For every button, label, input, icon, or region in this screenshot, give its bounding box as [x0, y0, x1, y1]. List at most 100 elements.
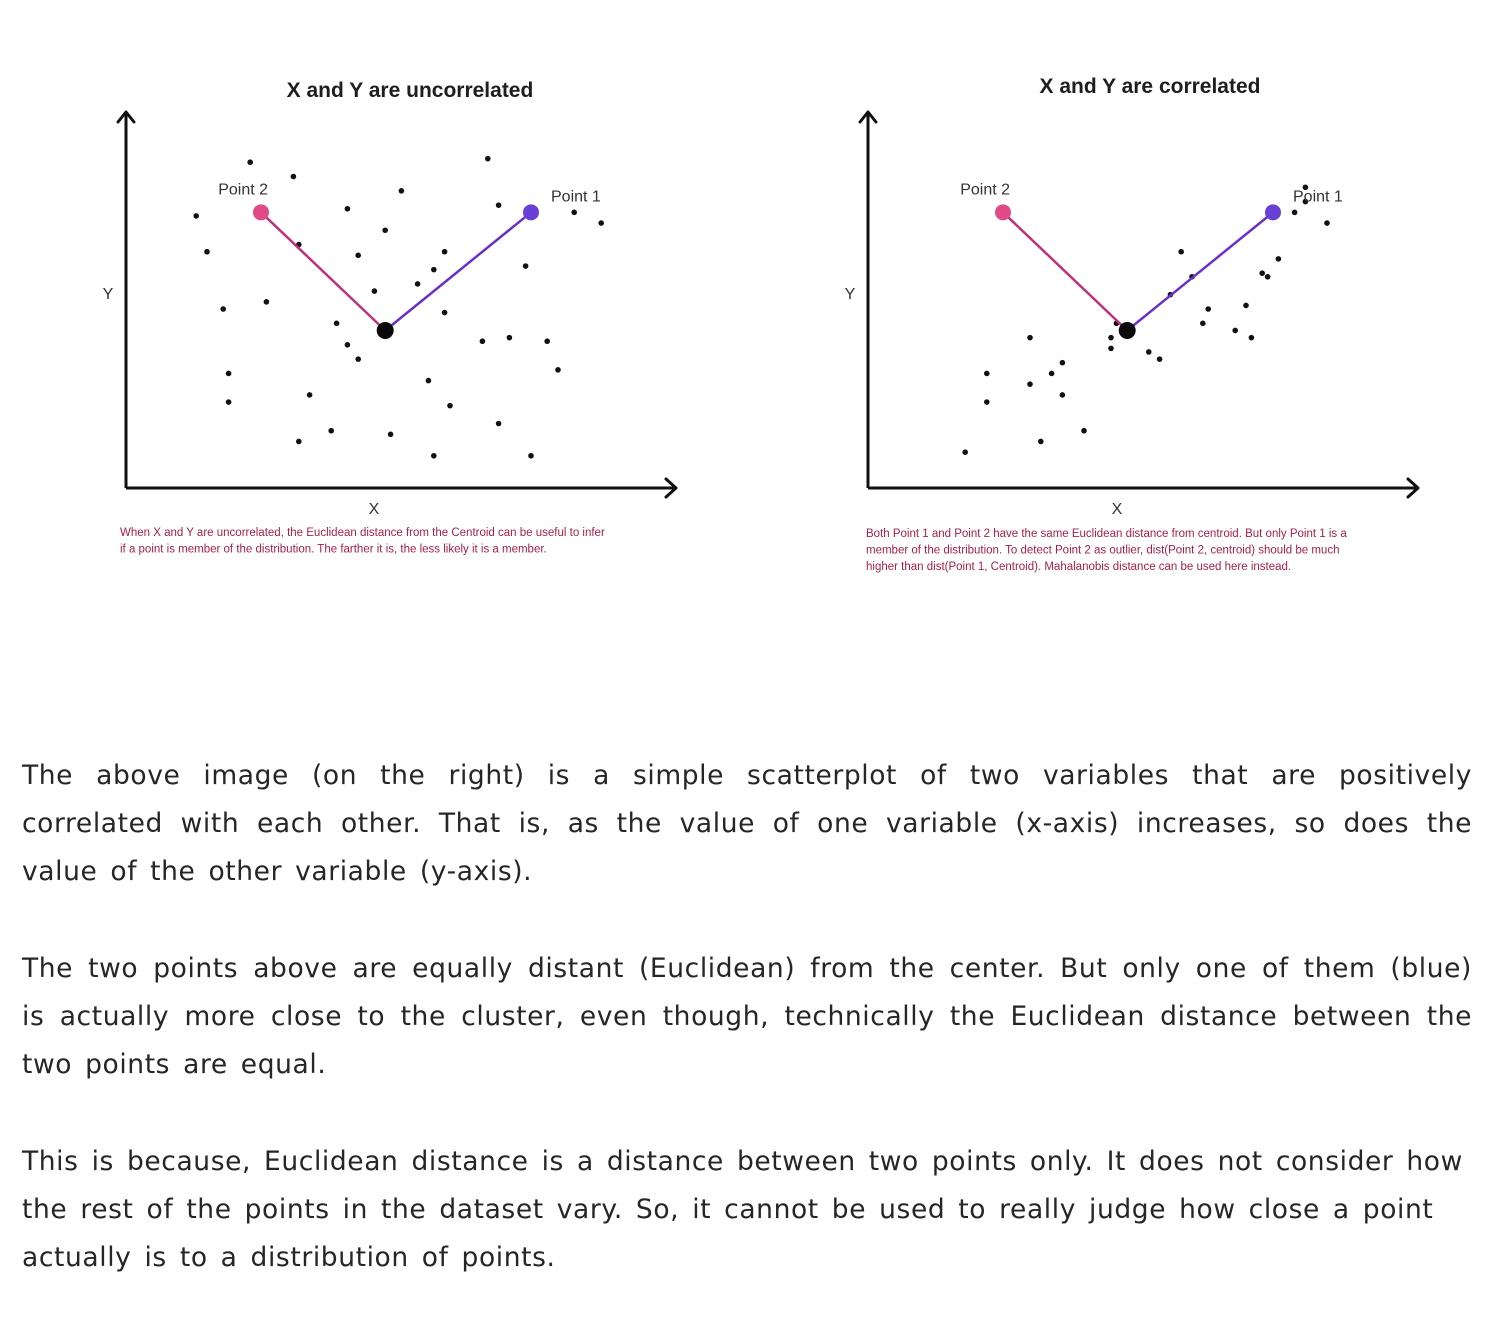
scatter-point [495, 420, 502, 427]
scatter-point [344, 342, 351, 348]
scatter-point [598, 220, 604, 226]
scatter-point [225, 399, 232, 405]
scatter-point [382, 227, 389, 234]
scatter-point [1027, 334, 1033, 341]
chart-caption-line: if a point is member of the distribution… [120, 544, 547, 556]
scatter-point [328, 427, 335, 434]
paragraph-equal-distance: The two points above are equally distant… [22, 953, 1472, 1080]
scatterplots-svg: X and Y are uncorrelated X Y Point 2 Point 1… [103, 75, 1420, 573]
scatter-point [398, 188, 405, 194]
scatter-point [1048, 370, 1055, 377]
chart-caption-line: When X and Y are uncorrelated, the Eucli… [120, 527, 605, 539]
scatter-point [414, 281, 421, 287]
scatter-point [1232, 327, 1238, 334]
chart-title: X and Y are uncorrelated [287, 79, 534, 102]
scatter-point [522, 263, 529, 269]
centroid-marker [1118, 321, 1136, 339]
figure-scatterplots: X and Y are uncorrelated X Y Point 2 Point 1… [0, 0, 1490, 640]
scatter-point [1275, 256, 1282, 262]
scatter-point [962, 449, 968, 456]
scatter-point [225, 370, 232, 377]
scatter-point [355, 356, 362, 362]
scatter-point [1178, 248, 1184, 255]
scatter-point [1200, 320, 1206, 327]
chart-caption-line: higher than dist(Point 1, Centroid). Mah… [866, 561, 1291, 573]
scatter-point [1243, 302, 1249, 309]
x-axis-arrow-icon [1406, 477, 1420, 499]
scatter-point [447, 402, 453, 409]
article-body: The above image (on the right) is a simp… [22, 752, 1472, 1331]
scatter-point [204, 248, 210, 255]
point2-distance-line [260, 211, 387, 332]
scatter-point [247, 159, 253, 166]
x-axis-label: X [1112, 501, 1123, 518]
scatter-point [1264, 273, 1271, 280]
centroid-marker [376, 321, 394, 339]
y-axis-label: Y [103, 286, 114, 303]
scatter-point [263, 299, 270, 305]
scatter-point [544, 338, 550, 345]
scatter-point [485, 155, 491, 162]
scatter-point [425, 377, 432, 384]
scatter-point [355, 252, 362, 259]
scatter-point [479, 338, 486, 345]
scatter-point [1059, 359, 1066, 366]
scatter-point [1302, 184, 1309, 191]
scatter-point [528, 452, 534, 459]
point1-marker [1265, 204, 1281, 221]
scatter-point [306, 392, 313, 398]
point2-marker [253, 204, 269, 221]
scatter-point [1291, 209, 1298, 216]
chart-title: X and Y are correlated [1039, 75, 1260, 98]
scatter-point [431, 452, 437, 459]
scatter-point [984, 370, 990, 377]
scatter-point [1324, 220, 1330, 226]
y-axis-arrow-icon [858, 110, 878, 124]
chart-caption-line: Both Point 1 and Point 2 have the same E… [866, 528, 1347, 540]
y-axis-label: Y [845, 286, 856, 303]
scatter-point [1059, 392, 1066, 398]
scatter-point [1108, 345, 1114, 352]
scatter-point [1156, 356, 1163, 362]
point1-distance-line [1126, 211, 1274, 332]
scatter-point [441, 248, 448, 255]
scatter-point [296, 438, 302, 445]
chart-caption-line: member of the distribution. To detect Po… [866, 545, 1339, 557]
scatter-point [290, 173, 297, 180]
scatter-point [1081, 427, 1087, 434]
y-axis-arrow-icon [116, 110, 136, 124]
scatter-point [1038, 438, 1044, 445]
scatter-point [1108, 334, 1114, 341]
scatter-point [220, 306, 226, 312]
point1-label: Point 1 [1293, 188, 1343, 205]
point1-label: Point 1 [551, 188, 601, 205]
scatter-point [1248, 334, 1255, 341]
scatter-point [1027, 381, 1033, 387]
scatter-point [1205, 306, 1211, 312]
scatter-point [371, 288, 378, 294]
scatter-point [1259, 270, 1265, 277]
paragraph-correlation: The above image (on the right) is a simp… [22, 760, 1472, 887]
x-axis-arrow-icon [664, 477, 678, 499]
scatter-point [441, 309, 448, 316]
scatter-point [387, 431, 394, 438]
chart-panel-2: X and Y are correlated X Y Point 2 Point 1 Bo… [845, 75, 1420, 573]
point2-label: Point 2 [218, 181, 268, 198]
paragraph-euclidean-limits: This is because, Euclidean distance is a… [22, 1146, 1463, 1273]
scatter-point [344, 205, 351, 212]
scatter-point [506, 334, 513, 341]
chart-panel-1: X and Y are uncorrelated X Y Point 2 Point 1… [103, 79, 678, 556]
scatter-point [431, 266, 437, 273]
scatter-point [193, 213, 199, 219]
scatter-point [495, 202, 502, 208]
point2-label: Point 2 [960, 181, 1010, 198]
scatter-point [1302, 198, 1309, 205]
x-axis-label: X [369, 501, 380, 518]
scatter-point [333, 320, 340, 327]
point1-distance-line [384, 211, 532, 332]
scatter-point [1146, 349, 1152, 355]
scatter-point [571, 209, 577, 216]
scatter-point [555, 367, 561, 373]
point2-marker [995, 204, 1011, 221]
scatter-point [984, 399, 990, 405]
